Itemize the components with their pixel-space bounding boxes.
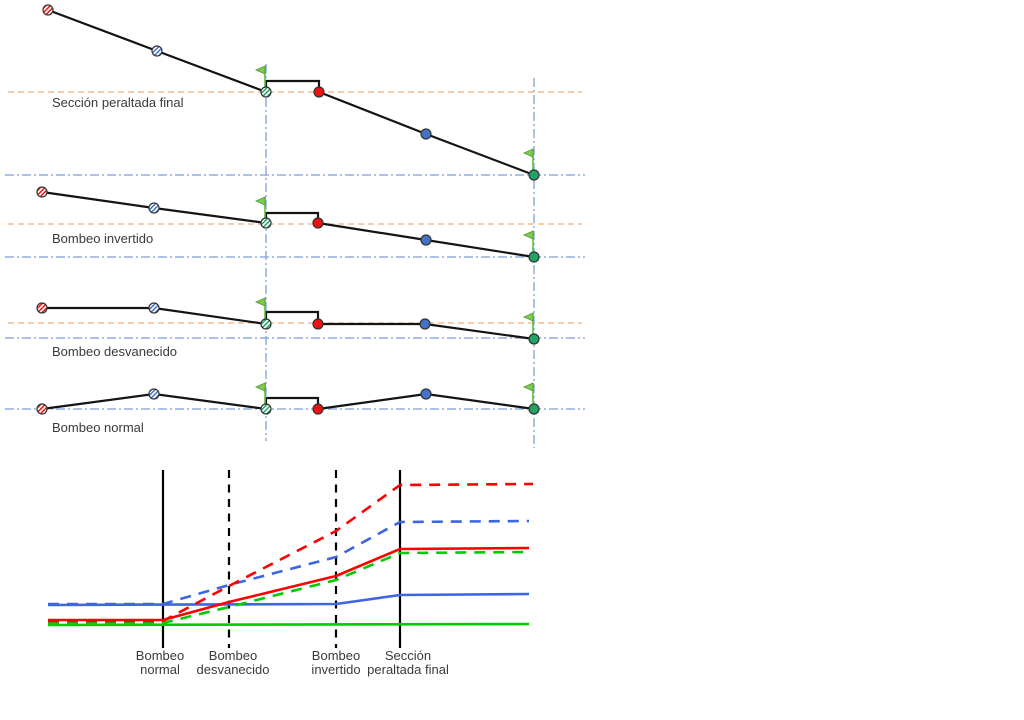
section-3-marker-green-solid bbox=[528, 333, 540, 345]
chart-series-red-dashed bbox=[48, 482, 534, 623]
section-1-marker-blue-solid bbox=[420, 128, 432, 140]
transition-chart-layer bbox=[47, 470, 534, 648]
chart-series-blue-solid bbox=[47, 592, 530, 607]
station-label-line: invertido bbox=[311, 662, 361, 677]
section-label-bombeo-invertido: Bombeo invertido bbox=[52, 231, 154, 246]
section-4-axis-step bbox=[264, 396, 320, 411]
station-label-bombeo-normal: Bombeo normal bbox=[136, 649, 184, 677]
section-4-marker-red-solid bbox=[312, 403, 324, 415]
section-1-marker-red-hatched bbox=[42, 4, 54, 16]
section-2-marker-green-hatched bbox=[260, 217, 272, 229]
station-label-line: peraltada final bbox=[367, 662, 449, 677]
chart-series-blue-dashed bbox=[48, 519, 530, 606]
station-label-seccion-peraltada-final: Sección peraltada final bbox=[367, 649, 449, 677]
point-markers-layer bbox=[36, 4, 540, 415]
section-1-marker-blue-hatched bbox=[151, 45, 163, 57]
section-1-marker-green-hatched bbox=[260, 86, 272, 98]
section-4-marker-green-hatched bbox=[260, 403, 272, 415]
section-4-marker-red-hatched bbox=[36, 403, 48, 415]
section-3-marker-blue-solid bbox=[419, 318, 431, 330]
section-4-marker-blue-hatched bbox=[148, 388, 160, 400]
station-label-line: Sección bbox=[384, 648, 432, 663]
section-label-bombeo-normal: Bombeo normal bbox=[52, 420, 144, 435]
station-label-line: Bombeo bbox=[311, 648, 361, 663]
chart-series-green-dashed bbox=[48, 550, 530, 625]
station-label-line: desvanecido bbox=[196, 662, 270, 677]
section-2-marker-blue-solid bbox=[420, 234, 432, 246]
station-label-line: Bombeo bbox=[208, 648, 258, 663]
section-2-flag-icon-2 bbox=[523, 230, 534, 240]
section-2-marker-blue-hatched bbox=[148, 202, 160, 214]
flag-markers-layer bbox=[255, 65, 534, 404]
section-1-axis-step bbox=[264, 79, 321, 94]
section-2-marker-red-hatched bbox=[36, 186, 48, 198]
section-1-marker-green-solid bbox=[528, 169, 540, 181]
section-2-axis-step bbox=[264, 211, 320, 225]
section-4-flag-icon-1 bbox=[255, 382, 266, 392]
chart-series-green-solid bbox=[47, 622, 530, 627]
section-2-marker-red-solid bbox=[312, 217, 324, 229]
section-1-flag-icon-2 bbox=[523, 148, 534, 158]
section-2-flag-icon-1 bbox=[255, 196, 266, 206]
section-4-flag-icon-2 bbox=[523, 382, 534, 392]
section-3-marker-red-hatched bbox=[36, 302, 48, 314]
section-3-marker-red-solid bbox=[312, 318, 324, 330]
reference-guides-layer bbox=[5, 64, 585, 448]
section-label-bombeo-desvanecido: Bombeo desvanecido bbox=[52, 344, 178, 359]
section-2-marker-green-solid bbox=[528, 251, 540, 263]
section-label-seccion-peraltada-final: Sección peraltada final bbox=[52, 95, 184, 110]
station-label-bombeo-desvanecido: Bombeo desvanecido bbox=[197, 649, 270, 677]
station-label-line: normal bbox=[140, 662, 180, 677]
section-3-axis-step bbox=[264, 310, 320, 326]
chart-series-red-solid bbox=[48, 546, 530, 622]
section-3-marker-blue-hatched bbox=[148, 302, 160, 314]
section-3-flag-icon-1 bbox=[255, 297, 266, 307]
section-4-marker-blue-solid bbox=[420, 388, 432, 400]
station-label-bombeo-invertido: Bombeo invertido bbox=[311, 649, 360, 677]
station-label-line: Bombeo bbox=[135, 648, 185, 663]
section-1-marker-red-solid bbox=[313, 86, 325, 98]
section-3-flag-icon-2 bbox=[523, 312, 534, 322]
section-3-marker-green-hatched bbox=[260, 318, 272, 330]
section-1-flag-icon-1 bbox=[255, 65, 266, 75]
section-4-marker-green-solid bbox=[528, 403, 540, 415]
